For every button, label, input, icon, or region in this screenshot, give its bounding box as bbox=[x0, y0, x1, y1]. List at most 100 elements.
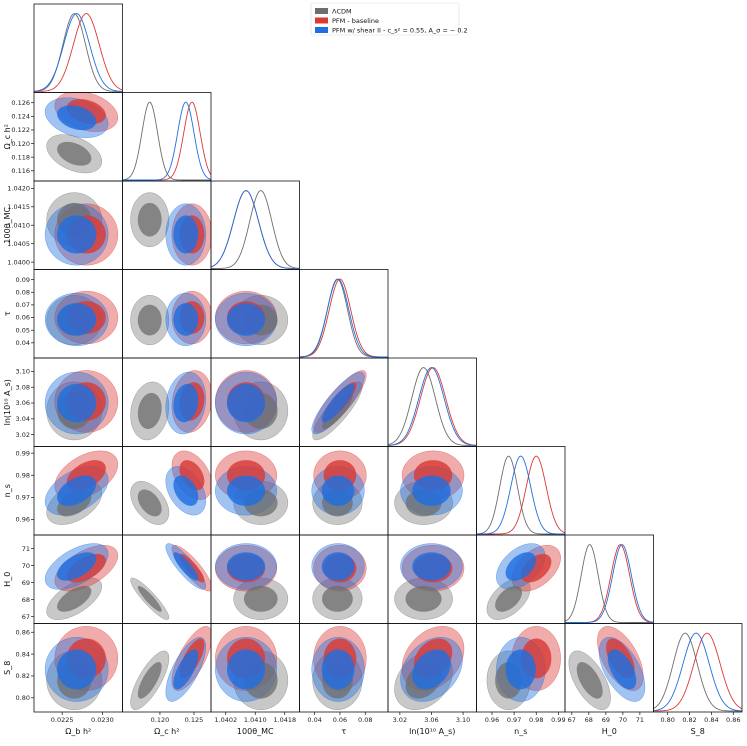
ytick-label-ns-0: 0.96 bbox=[16, 516, 30, 524]
panel-ns-theta bbox=[210, 446, 300, 536]
panel-tau-omegab: 0.04 0.05 0.06 0.07 0.08 0.09 τ bbox=[3, 269, 123, 359]
panel-S8-theta: 1.0402 1.0410 1.0418 100θ_MC bbox=[210, 623, 300, 736]
contour68-ns-omegab-series-2 bbox=[57, 475, 97, 506]
contour68-ns-theta-series-2 bbox=[226, 475, 266, 506]
panel-S8-tau: 0.04 0.06 0.08 τ bbox=[299, 623, 389, 736]
contour68-logA-tau-series-2 bbox=[321, 383, 355, 423]
xaxis-label-theta: 100θ_MC bbox=[237, 727, 274, 736]
ytick-label-logA-0: 3.02 bbox=[16, 431, 30, 439]
panel-frame-2-2 bbox=[210, 180, 300, 270]
contour68-H0-theta-series-2 bbox=[226, 552, 266, 581]
contour68-S8-H0-series-0 bbox=[576, 662, 603, 699]
panel-tau-theta bbox=[210, 269, 300, 359]
yaxis-label-tau: τ bbox=[3, 311, 12, 316]
contour68-S8-omegac-series-0 bbox=[137, 662, 162, 699]
ytick-label-tau-3: 0.07 bbox=[16, 301, 30, 309]
marginal-theta-series-1 bbox=[211, 190, 300, 269]
marginal-omegac-series-1 bbox=[122, 101, 211, 181]
marginal-logA-series-1 bbox=[388, 367, 477, 446]
xaxis-label-omegac: Ω_c h² bbox=[154, 727, 179, 736]
xtick-label-H0-4: 71 bbox=[636, 716, 644, 724]
ytick-label-H0-1: 68 bbox=[22, 596, 30, 604]
ytick-label-ns-2: 0.98 bbox=[16, 471, 30, 479]
contour68-theta-omegab-series-2 bbox=[57, 215, 97, 254]
ytick-label-H0-0: 67 bbox=[22, 613, 30, 621]
panel-S8-omegac: 0.120 0.125 Ω_c h² bbox=[122, 623, 212, 736]
panel-ns-omegab: 0.96 0.97 0.98 0.99 n_s bbox=[3, 446, 123, 536]
xaxis-label-logA: ln(10¹⁰ A_s) bbox=[409, 727, 455, 736]
xtick-label-ns-1: 0.97 bbox=[507, 716, 521, 724]
legend-swatch-1 bbox=[315, 17, 328, 24]
marginal-tau-series-2 bbox=[299, 278, 388, 358]
panel-frame-5-5 bbox=[476, 446, 566, 536]
contour68-H0-logA-series-0 bbox=[405, 585, 442, 612]
yaxis-label-ns: n_s bbox=[3, 484, 12, 497]
xtick-label-ns-3: 0.99 bbox=[551, 716, 565, 724]
contour68-H0-omegab-series-2 bbox=[57, 552, 97, 581]
contour68-ns-omegac-series-0 bbox=[137, 489, 162, 517]
ytick-label-H0-4: 71 bbox=[22, 545, 30, 553]
panel-omegab-omegab bbox=[33, 3, 123, 93]
contour68-logA-omegac-series-2 bbox=[173, 383, 199, 423]
panel-tau-omegac bbox=[122, 269, 212, 359]
marginal-omegac-series-0 bbox=[122, 101, 211, 181]
panel-H0-omegab: 67 68 69 70 71 H_0 bbox=[3, 534, 123, 624]
xaxis-label-omegab: Ω_b h² bbox=[65, 727, 91, 736]
xtick-label-omegab-0: 0.0225 bbox=[51, 716, 74, 724]
xtick-label-theta-2: 1.0418 bbox=[273, 716, 296, 724]
marginal-ns-series-2 bbox=[476, 455, 565, 535]
ytick-label-tau-1: 0.05 bbox=[16, 326, 30, 334]
contour68-H0-ns-series-2 bbox=[505, 552, 536, 581]
marginal-omegab-series-2 bbox=[34, 13, 123, 92]
marginal-H0-series-0 bbox=[565, 544, 654, 623]
ytick-label-H0-2: 69 bbox=[22, 579, 30, 587]
legend-box bbox=[310, 2, 460, 36]
contour68-H0-tau-series-0 bbox=[322, 585, 353, 612]
ytick-label-ns-3: 0.99 bbox=[16, 449, 30, 457]
panel-ns-logA bbox=[387, 446, 477, 536]
xaxis-label-H0: H_0 bbox=[602, 727, 617, 736]
contour68-theta-omegac-series-0 bbox=[137, 202, 162, 237]
panel-logA-tau bbox=[299, 357, 389, 447]
ytick-label-logA-2: 3.06 bbox=[16, 399, 30, 407]
panel-logA-omegac bbox=[122, 357, 212, 447]
ytick-label-omegac-3: 0.122 bbox=[11, 126, 30, 134]
panel-theta-omegac bbox=[122, 180, 212, 270]
contour68-S8-H0-series-2 bbox=[607, 649, 637, 690]
contour68-tau-theta-series-2 bbox=[226, 303, 266, 336]
contour68-S8-omegac-series-2 bbox=[173, 649, 199, 690]
ytick-label-S8-0: 0.80 bbox=[16, 694, 30, 702]
legend-label-1: PFM - baseline bbox=[332, 17, 379, 25]
xaxis-label-tau: τ bbox=[341, 727, 346, 736]
panel-H0-logA bbox=[387, 534, 477, 624]
marginal-omegab-series-0 bbox=[34, 13, 123, 92]
xaxis-label-S8: S_8 bbox=[691, 727, 705, 736]
panel-H0-theta bbox=[210, 534, 300, 624]
ytick-label-omegac-0: 0.116 bbox=[11, 167, 30, 175]
contour68-ns-omegac-series-2 bbox=[173, 475, 199, 506]
yaxis-label-S8: S_8 bbox=[3, 661, 12, 675]
panel-S8-S8: 0.80 0.82 0.84 0.86 S_8 bbox=[653, 623, 743, 736]
xtick-label-omegab-1: 0.0230 bbox=[91, 716, 114, 724]
marginal-theta-series-2 bbox=[211, 190, 300, 269]
marginal-theta-series-0 bbox=[211, 190, 300, 269]
xtick-label-tau-2: 0.08 bbox=[358, 716, 372, 724]
ytick-label-ns-1: 0.97 bbox=[16, 494, 30, 502]
panel-S8-ns: 0.96 0.97 0.98 0.99 n_s bbox=[476, 623, 566, 736]
xtick-label-S8-2: 0.84 bbox=[704, 716, 718, 724]
ytick-label-theta-0: 1.0400 bbox=[7, 258, 30, 266]
marginal-logA-series-0 bbox=[388, 367, 477, 446]
ytick-label-S8-1: 0.82 bbox=[16, 672, 30, 680]
ytick-label-theta-2: 1.0410 bbox=[7, 221, 30, 229]
panel-H0-omegac bbox=[122, 534, 212, 624]
panel-S8-H0: 67 68 69 70 71 H_0 bbox=[564, 623, 654, 736]
ytick-label-tau-0: 0.04 bbox=[16, 339, 30, 347]
ytick-label-theta-1: 1.0405 bbox=[7, 240, 30, 248]
contour68-S8-ns-series-2 bbox=[505, 649, 536, 690]
panel-H0-H0 bbox=[564, 534, 654, 624]
contour68-S8-theta-series-2 bbox=[226, 649, 266, 690]
ytick-label-tau-5: 0.09 bbox=[16, 276, 30, 284]
contour68-tau-omegac-series-2 bbox=[173, 303, 199, 336]
ytick-label-tau-2: 0.06 bbox=[16, 314, 30, 322]
